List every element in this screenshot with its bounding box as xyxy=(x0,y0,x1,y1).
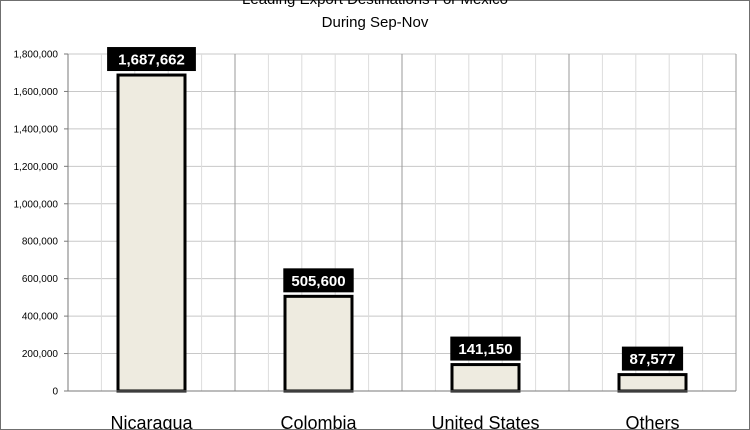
bar xyxy=(617,373,688,393)
x-tick-label: Nicaragua xyxy=(110,413,193,430)
data-label-box xyxy=(450,336,521,361)
plot-area xyxy=(68,53,737,393)
y-tick-label: 0 xyxy=(52,387,58,398)
chart-subtitle: During Sep-Nov xyxy=(321,14,429,31)
y-tick-label: 800,000 xyxy=(22,237,59,248)
bar xyxy=(116,73,187,393)
data-label-box xyxy=(283,268,354,293)
y-tick-label: 1,600,000 xyxy=(14,87,59,98)
data-label: 505,600 xyxy=(291,273,345,290)
data-label: 141,150 xyxy=(458,341,512,358)
data-label: 87,577 xyxy=(630,351,676,368)
y-tick-label: 1,800,000 xyxy=(14,50,59,61)
y-tick-label: 1,400,000 xyxy=(14,124,59,135)
x-tick-label: United States xyxy=(431,413,539,430)
y-tick-label: 1,000,000 xyxy=(14,199,59,210)
y-tick-label: 1,200,000 xyxy=(14,162,59,173)
data-label-box xyxy=(107,47,196,72)
data-label: 1,687,662 xyxy=(118,52,185,69)
x-tick-label: Others xyxy=(625,413,679,430)
y-tick-label: 200,000 xyxy=(22,349,59,360)
y-tick-label: 600,000 xyxy=(22,274,59,285)
bar xyxy=(450,363,521,393)
chart-title: Leading Export Destinations For Mexico xyxy=(0,0,750,8)
data-label-box xyxy=(621,346,684,371)
x-tick-label: Colombia xyxy=(280,413,357,430)
y-tick-label: 400,000 xyxy=(22,312,59,323)
bar xyxy=(283,294,354,393)
